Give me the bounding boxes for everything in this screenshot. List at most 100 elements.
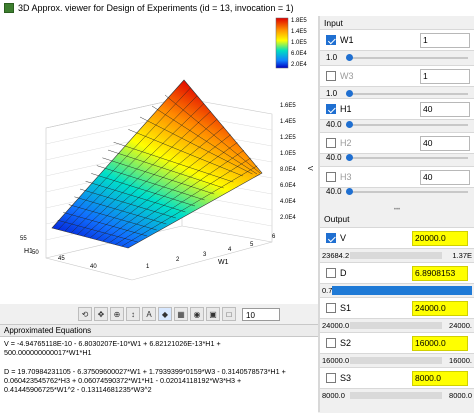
- h1-slider-value: 40.0: [326, 120, 342, 129]
- equation-line: 0.41445906725*W1^2 - 0.13114681235*W3^2: [4, 385, 152, 394]
- v-label: V: [340, 233, 347, 243]
- z-tick: 1.4E5: [280, 119, 296, 125]
- s1-checkbox[interactable]: [326, 303, 336, 313]
- w3-slider-thumb[interactable]: [346, 90, 353, 97]
- contour-icon[interactable]: ◉: [190, 307, 204, 321]
- v-range-bar: [350, 252, 442, 259]
- h2-checkbox[interactable]: [326, 138, 336, 148]
- d-checkbox[interactable]: [326, 268, 336, 278]
- surface-color-icon[interactable]: ◆: [158, 307, 172, 321]
- equation-line: 500.000000000017*W1*H1: [4, 348, 92, 357]
- w1-tick: 6: [272, 234, 276, 240]
- panel-splitter[interactable]: [318, 16, 320, 412]
- input-row-w3: W3 1: [320, 65, 474, 87]
- reset-view-icon[interactable]: □: [222, 307, 236, 321]
- w1-checkbox[interactable]: [326, 35, 336, 45]
- s1-value-field: 24000.0: [412, 301, 468, 316]
- z-axis-label: V: [306, 166, 313, 171]
- response-surface: [51, 79, 263, 249]
- equations-panel: Approximated Equations V = -4.94765118E-…: [0, 324, 318, 413]
- h1-tick: 55: [20, 236, 27, 242]
- w3-slider-value: 1.0: [326, 89, 338, 98]
- w1-slider-value: 1.0: [326, 53, 338, 62]
- equation-line: V = -4.94765118E-10 - 6.8030207E-10*W1 +…: [4, 339, 221, 348]
- input-row-w1: W1 1: [320, 29, 474, 51]
- output-row-v: V 20000.0: [320, 227, 474, 249]
- z-tick: 1.6E5: [280, 103, 296, 109]
- s3-value-field: 8000.0: [412, 371, 468, 386]
- scale-icon[interactable]: ↕: [126, 307, 140, 321]
- text-style-icon[interactable]: A: [142, 307, 156, 321]
- w3-label: W3: [340, 71, 354, 81]
- h3-slider[interactable]: [346, 188, 468, 195]
- h1-tick: 40: [90, 264, 97, 270]
- w1-tick: 4: [228, 247, 232, 253]
- w1-slider[interactable]: [346, 54, 468, 61]
- d-range-min: 0.7: [322, 286, 333, 295]
- export-image-icon[interactable]: ▣: [206, 307, 220, 321]
- parameter-panel: Input W1 1 1.0 W3 1 1.0 H1 40 40.0 H2 40…: [320, 16, 474, 412]
- s2-checkbox[interactable]: [326, 338, 336, 348]
- section-splitter[interactable]: •••: [393, 207, 401, 213]
- w1-value-field[interactable]: 1: [420, 33, 470, 48]
- v-checkbox[interactable]: [326, 233, 336, 243]
- w3-slider[interactable]: [346, 90, 468, 97]
- v-range-row: 23684.2 1.37E: [320, 250, 474, 261]
- resolution-input[interactable]: 10: [242, 307, 280, 321]
- h1-slider-thumb[interactable]: [346, 121, 353, 128]
- equation-line: 0.060423545762*H3 + 0.06074590372*W1*H1 …: [4, 376, 242, 385]
- h1-slider[interactable]: [346, 121, 468, 128]
- h1-value-field[interactable]: 40: [420, 102, 470, 117]
- h3-checkbox[interactable]: [326, 172, 336, 182]
- w1-tick: 1: [146, 264, 150, 270]
- d-value-field: 6.8908153: [412, 266, 468, 281]
- h3-value-field[interactable]: 40: [420, 170, 470, 185]
- z-tick: 1.0E5: [280, 151, 296, 157]
- surface-plot[interactable]: 1.8E5 1.4E5 1.0E5 6.0E4 2.0E4 1.6E5 1.4E…: [0, 16, 318, 304]
- surface-plot-area[interactable]: 1.8E5 1.4E5 1.0E5 6.0E4 2.0E4 1.6E5 1.4E…: [0, 16, 319, 304]
- h3-slider-thumb[interactable]: [346, 188, 353, 195]
- output-row-d: D 6.8908153: [320, 262, 474, 284]
- v-range-max: 1.37E: [452, 251, 472, 260]
- output-row-s2: S2 16000.0: [320, 332, 474, 354]
- s2-range-max: 16000.: [449, 356, 472, 365]
- colorbar: [275, 17, 289, 69]
- d-range-row: 0.7: [320, 285, 474, 296]
- h2-slider-thumb[interactable]: [346, 154, 353, 161]
- h1-slider-row: 40.0: [320, 119, 474, 131]
- w3-slider-row: 1.0: [320, 88, 474, 100]
- z-tick: 4.0E4: [280, 199, 296, 205]
- window-title: 3D Approx. viewer for Design of Experime…: [18, 3, 294, 13]
- s1-range-row: 24000.0 24000.: [320, 320, 474, 331]
- h2-label: H2: [340, 138, 352, 148]
- zoom-icon[interactable]: ⊕: [110, 307, 124, 321]
- h1-checkbox[interactable]: [326, 104, 336, 114]
- rotate-icon[interactable]: ⟲: [78, 307, 92, 321]
- h1-axis-label: H1: [24, 248, 33, 255]
- surface-mesh: [57, 87, 261, 247]
- s3-label: S3: [340, 373, 352, 383]
- input-row-h2: H2 40: [320, 132, 474, 154]
- h1-tick: 50: [32, 250, 39, 256]
- w3-checkbox[interactable]: [326, 71, 336, 81]
- d-label: D: [340, 268, 347, 278]
- pan-icon[interactable]: ✥: [94, 307, 108, 321]
- colorbar-tick: 1.4E5: [291, 29, 307, 35]
- v-range-min: 23684.2: [322, 251, 350, 260]
- mesh-icon[interactable]: ▦: [174, 307, 188, 321]
- h3-slider-row: 40.0: [320, 186, 474, 198]
- v-value-field: 20000.0: [412, 231, 468, 246]
- s3-checkbox[interactable]: [326, 373, 336, 383]
- h2-slider-row: 40.0: [320, 152, 474, 164]
- input-row-h3: H3 40: [320, 166, 474, 188]
- s2-range-bar: [350, 357, 442, 364]
- colorbar-tick: 1.8E5: [291, 18, 307, 24]
- w3-value-field[interactable]: 1: [420, 69, 470, 84]
- z-tick: 8.0E4: [280, 167, 296, 173]
- output-row-s1: S1 24000.0: [320, 297, 474, 319]
- input-section-title: Input: [324, 18, 343, 28]
- s3-range-bar: [350, 392, 442, 399]
- h2-slider[interactable]: [346, 154, 468, 161]
- h2-value-field[interactable]: 40: [420, 136, 470, 151]
- w1-slider-thumb[interactable]: [346, 54, 353, 61]
